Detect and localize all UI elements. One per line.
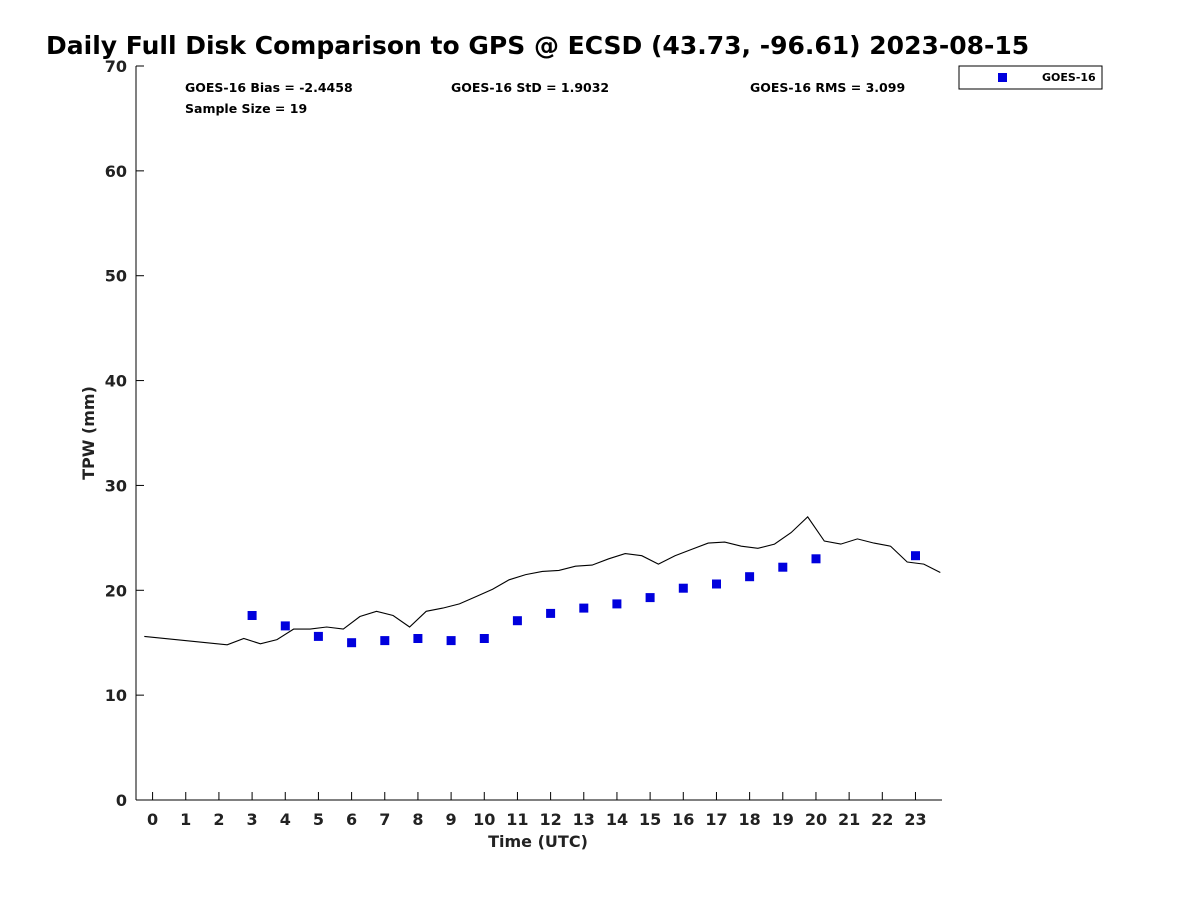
x-tick-label: 15 [639, 810, 661, 829]
gps-line [144, 516, 941, 646]
x-tick-label: 16 [672, 810, 694, 829]
x-tick-label: 19 [772, 810, 794, 829]
x-tick-label: 14 [606, 810, 628, 829]
x-tick-label: 4 [280, 810, 291, 829]
x-tick-label: 8 [412, 810, 423, 829]
goes16-point [911, 551, 920, 561]
legend-label: GOES-16 [1042, 71, 1096, 84]
y-tick-label: 50 [105, 267, 127, 286]
x-tick-label: 7 [379, 810, 390, 829]
x-tick-label: 13 [573, 810, 595, 829]
x-ticks: 0 1 2 3 4 5 6 7 8 9 10 11 12 13 14 15 16 17 18 19 20 21 22 23 [147, 792, 927, 829]
goes16-point [712, 579, 721, 589]
goes16-point [446, 636, 456, 646]
sample-size-stat: Sample Size = 19 [185, 101, 307, 116]
y-tick-label: 60 [105, 162, 127, 181]
x-tick-label: 21 [838, 810, 860, 829]
chart-title: Daily Full Disk Comparison to GPS @ ECSD… [46, 31, 1029, 60]
x-tick-label: 6 [346, 810, 357, 829]
x-tick-label: 20 [805, 810, 827, 829]
goes16-point [280, 621, 290, 631]
x-tick-label: 23 [904, 810, 926, 829]
bias-stat: GOES-16 Bias = -2.4458 [185, 80, 353, 95]
axes [135, 66, 942, 801]
std-stat: GOES-16 StD = 1.9032 [451, 80, 609, 95]
legend: GOES-16 [958, 65, 1103, 90]
x-tick-label: 11 [506, 810, 528, 829]
x-tick-label: 0 [147, 810, 158, 829]
goes16-point [313, 631, 323, 641]
goes16-point [247, 611, 257, 620]
goes16-point [745, 572, 755, 582]
goes16-point [347, 638, 357, 648]
goes16-point [612, 599, 622, 609]
x-tick-label: 10 [473, 810, 495, 829]
y-tick-label: 40 [105, 372, 127, 391]
x-tick-label: 2 [213, 810, 224, 829]
x-tick-label: 22 [871, 810, 893, 829]
goes16-point [778, 562, 788, 572]
legend-marker [998, 73, 1007, 82]
gps-series-line [144, 516, 941, 646]
goes16-point [413, 634, 423, 643]
goes16-point [678, 583, 688, 593]
legend-box [958, 65, 1103, 90]
y-axis-label: TPW (mm) [79, 386, 98, 480]
y-tick-label: 10 [105, 686, 127, 705]
goes16-point [479, 634, 489, 643]
x-tick-label: 17 [705, 810, 727, 829]
goes16-point [645, 593, 655, 603]
x-tick-label: 1 [180, 810, 191, 829]
x-axis-label: Time (UTC) [488, 832, 588, 851]
y-tick-label: 70 [105, 57, 127, 76]
y-tick-label: 20 [105, 581, 127, 600]
y-tick-label: 30 [105, 476, 127, 495]
y-ticks: 0 10 20 30 40 50 60 70 [105, 57, 144, 810]
goes16-point [579, 603, 589, 613]
goes16-point [512, 616, 522, 626]
rms-stat: GOES-16 RMS = 3.099 [750, 80, 905, 95]
x-tick-label: 5 [313, 810, 324, 829]
x-tick-label: 18 [738, 810, 760, 829]
x-tick-label: 9 [446, 810, 457, 829]
goes16-points [247, 551, 920, 648]
goes16-point [546, 608, 556, 618]
goes16-point [811, 554, 821, 564]
x-tick-label: 12 [539, 810, 561, 829]
x-tick-label: 3 [247, 810, 258, 829]
y-tick-label: 0 [116, 791, 127, 810]
goes16-point [380, 636, 390, 646]
